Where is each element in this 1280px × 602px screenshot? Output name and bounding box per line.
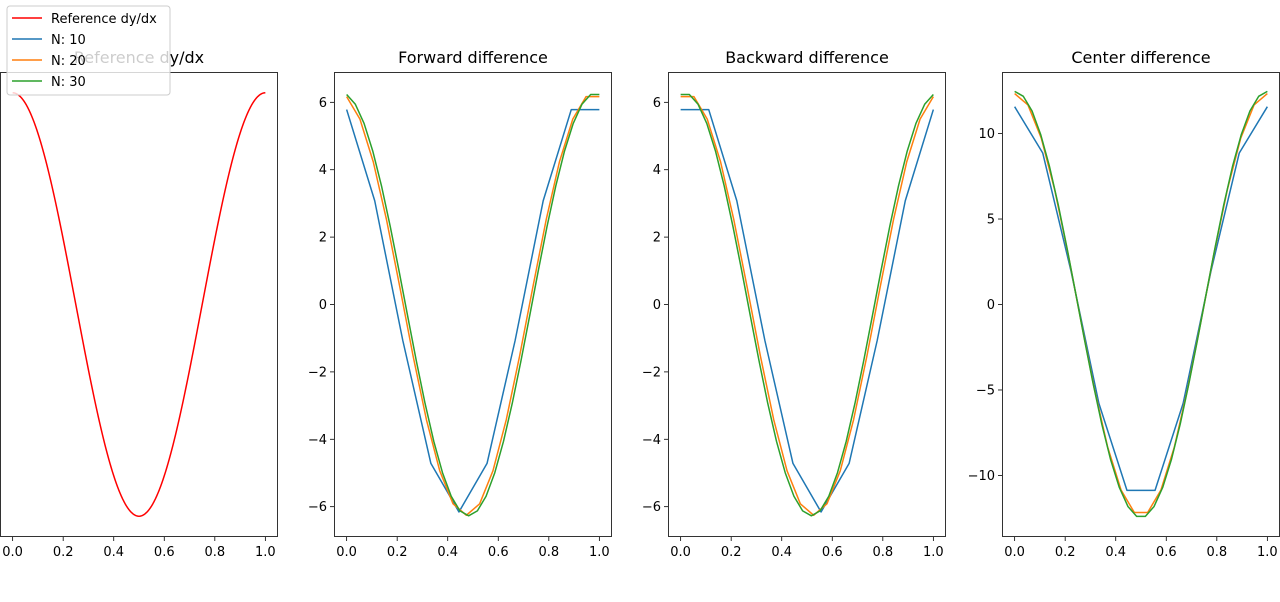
legend: Reference dy/dx N: 10 N: 20 N: 30	[6, 5, 171, 96]
y-tick-label: −4	[642, 433, 661, 448]
y-tick-label: −5	[976, 383, 995, 398]
plot-area	[345, 93, 600, 517]
charts: 0.00.20.40.60.81.0Reference dy/dx0.00.20…	[0, 48, 1280, 560]
y-tick-label: −2	[308, 365, 327, 380]
y-tick-label: 2	[653, 231, 661, 246]
x-tick-label: 0.8	[538, 545, 559, 560]
legend-box	[6, 5, 171, 96]
series-line-n-20	[680, 95, 935, 516]
y-tick-label: −6	[308, 500, 327, 515]
x-tick-label: 0.4	[1105, 545, 1126, 560]
x-tick-label: 0.4	[437, 545, 458, 560]
legend-label-n10: N: 10	[51, 33, 86, 48]
legend-label-n20: N: 20	[51, 54, 86, 69]
y-tick-label: −2	[642, 365, 661, 380]
x-tick-label: 0.4	[103, 545, 124, 560]
y-tick-label: 4	[653, 163, 661, 178]
axes-frame	[668, 72, 946, 537]
y-tick-label: −6	[642, 500, 661, 515]
x-tick-label: 0.6	[1156, 545, 1177, 560]
chart-title: Backward difference	[725, 48, 889, 67]
y-tick-label: 5	[987, 213, 995, 228]
chart-title: Forward difference	[398, 48, 548, 67]
x-tick-label: 0.0	[670, 545, 691, 560]
x-tick-label: 0.8	[1206, 545, 1227, 560]
axes-frame	[334, 72, 612, 537]
x-tick-label: 1.0	[923, 545, 944, 560]
series-line-reference-dy-dx	[12, 92, 266, 517]
x-tick-label: 0.8	[872, 545, 893, 560]
y-tick-label: −10	[968, 469, 995, 484]
chart-panel-2: 0.0 0.2 0.4 0.6 0.8 1.0 −6 −4 −2 0 2 4 6 Forward diff…	[308, 48, 612, 560]
x-tick-label: 0.2	[387, 545, 408, 560]
y-tick-label: −4	[308, 433, 327, 448]
y-tick-label: 10	[978, 127, 995, 142]
x-tick-label: 0.0	[336, 545, 357, 560]
series-line-n-30	[1014, 90, 1268, 518]
x-tick-label: 0.4	[771, 545, 792, 560]
y-tick-label: 0	[987, 298, 995, 313]
x-tick-label: 0.2	[721, 545, 742, 560]
y-tick-label: 4	[319, 163, 327, 178]
plot-area	[1013, 90, 1269, 518]
y-tick-label: 6	[319, 96, 327, 111]
series-line-n-30	[680, 93, 934, 517]
legend-label-reference: Reference dy/dx	[51, 12, 157, 27]
series-line-n-10	[1013, 106, 1269, 492]
chart-panel-3: 0.0 0.2 0.4 0.6 0.8 1.0 −6 −4 −2 0 2 4 6 Backward dif…	[642, 48, 946, 560]
x-tick-label: 0.0	[2, 545, 23, 560]
x-tick-label: 1.0	[255, 545, 276, 560]
x-tick-label: 0.6	[822, 545, 843, 560]
x-tick-label: 0.6	[154, 545, 175, 560]
series-line-n-10	[680, 108, 935, 513]
y-tick-label: 6	[653, 96, 661, 111]
x-tick-label: 0.8	[204, 545, 225, 560]
x-tick-label: 0.0	[1004, 545, 1025, 560]
y-tick-label: 0	[653, 298, 661, 313]
y-tick-label: 0	[319, 298, 327, 313]
y-tick-label: 2	[319, 231, 327, 246]
x-tick-label: 1.0	[1257, 545, 1278, 560]
plot-area	[680, 93, 935, 517]
chart-title: Center difference	[1071, 48, 1210, 67]
legend-label-n30: N: 30	[51, 75, 86, 90]
x-tick-label: 1.0	[589, 545, 610, 560]
series-line-n-30	[346, 93, 600, 517]
chart-panel-4: 0.0 0.2 0.4 0.6 0.8 1.0 −10 −5 0 5 10 Center differ…	[968, 48, 1280, 560]
x-tick-label: 0.6	[488, 545, 509, 560]
plot-area	[12, 92, 266, 517]
series-line-n-10	[345, 108, 600, 513]
x-tick-label: 0.2	[1055, 545, 1076, 560]
series-line-n-20	[345, 95, 600, 516]
x-tick-label: 0.2	[53, 545, 74, 560]
